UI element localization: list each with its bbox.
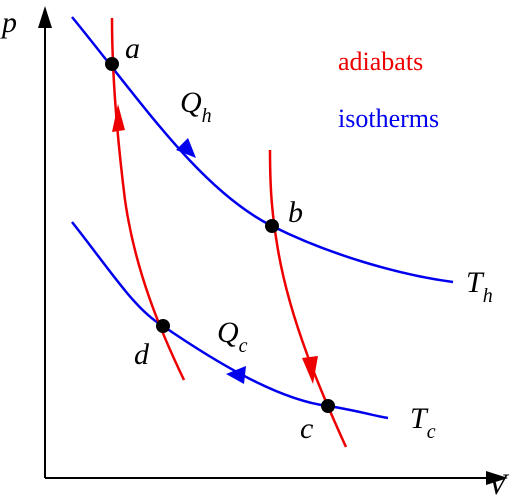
temp-hot-label: Th [466,266,493,307]
symbol: T [466,266,485,299]
cold-isotherm [71,221,389,420]
temp-cold-label: Tc [410,402,436,443]
legend-isotherms: isotherms [338,104,439,133]
point-d [156,319,170,333]
cold-arrow [226,366,246,384]
subscript: h [483,285,493,307]
x-axis-arrow [486,471,508,485]
legend-adiabats: adiabats [338,47,423,76]
y-axis-arrow [38,6,52,28]
left-adiabat [110,17,186,381]
point-b [265,219,279,233]
hot-arrow [176,138,196,158]
right-arrow [302,356,318,384]
symbol: T [410,402,429,435]
point-a [105,57,119,71]
heat-hot-label: Qh [180,86,212,127]
point-c [321,399,335,413]
subscript: h [202,105,212,127]
subscript: c [239,335,248,357]
label-b: b [288,196,303,229]
axes [44,22,492,479]
label-d: d [134,338,150,371]
x-axis-label: V [488,468,510,497]
label-c: c [300,412,313,445]
symbol: Q [180,86,202,119]
heat-cold-label: Qc [217,316,248,357]
right-adiabat [268,149,348,448]
label-a: a [125,32,140,65]
subscript: c [427,421,436,443]
hot-isotherm [71,16,454,284]
y-axis-label: p [0,6,17,39]
left-arrow [112,104,125,132]
symbol: Q [217,316,239,349]
